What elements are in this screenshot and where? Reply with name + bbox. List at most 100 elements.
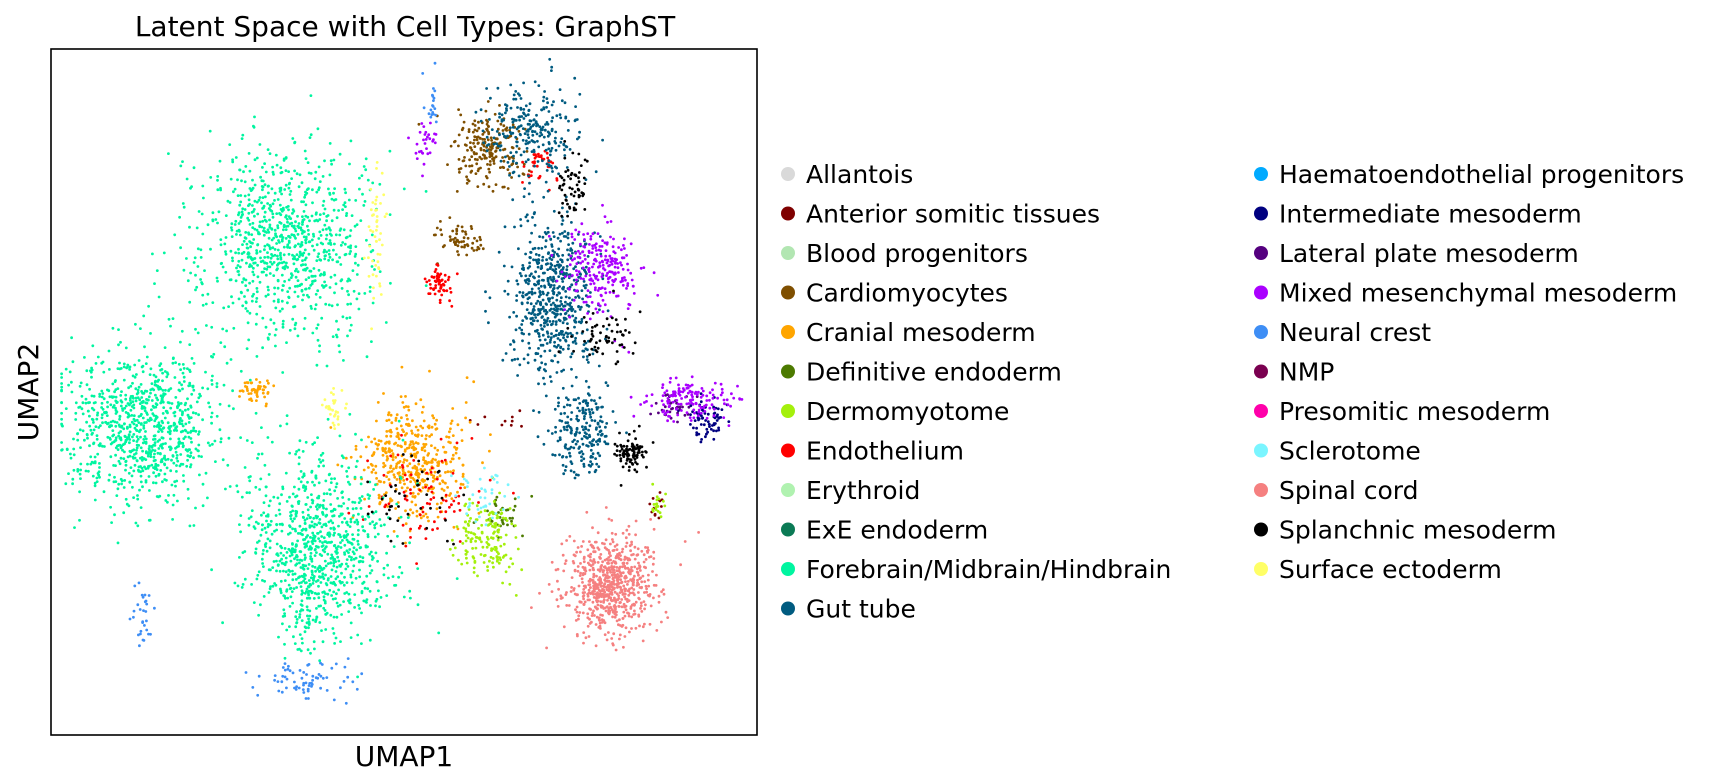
data-point xyxy=(333,187,336,191)
data-point xyxy=(464,164,468,168)
data-point xyxy=(273,199,276,202)
data-point xyxy=(421,405,425,409)
data-point xyxy=(189,186,192,190)
data-point xyxy=(173,233,177,237)
data-point xyxy=(114,395,118,399)
data-point xyxy=(280,273,284,277)
data-point xyxy=(64,407,68,410)
data-point xyxy=(143,409,147,413)
data-point xyxy=(357,560,361,563)
data-point xyxy=(554,165,557,169)
data-point xyxy=(311,582,315,585)
data-point xyxy=(398,481,402,484)
data-point xyxy=(279,251,282,255)
data-point xyxy=(368,638,372,642)
data-point xyxy=(284,183,288,187)
data-point xyxy=(359,499,363,502)
data-point xyxy=(219,243,223,247)
data-point xyxy=(198,473,201,477)
data-point xyxy=(341,315,345,319)
data-point xyxy=(491,524,494,528)
data-point xyxy=(154,393,157,397)
data-point xyxy=(523,279,527,282)
data-point xyxy=(91,431,94,435)
data-point xyxy=(315,326,319,330)
data-point xyxy=(398,565,402,569)
data-point xyxy=(318,553,322,556)
data-point xyxy=(308,136,312,140)
data-point xyxy=(133,375,137,379)
data-point xyxy=(162,406,166,409)
data-point xyxy=(543,231,547,234)
data-point xyxy=(308,240,312,244)
data-point xyxy=(224,270,228,274)
data-point xyxy=(495,130,499,133)
data-point xyxy=(543,90,546,93)
data-point xyxy=(307,513,310,517)
data-point xyxy=(465,175,468,179)
data-point xyxy=(398,466,402,469)
data-point xyxy=(541,235,545,239)
data-point xyxy=(279,424,282,428)
data-point xyxy=(285,422,289,426)
data-point xyxy=(455,577,459,580)
data-point xyxy=(268,332,271,336)
data-point xyxy=(526,219,530,223)
data-point xyxy=(352,289,356,293)
data-point xyxy=(542,376,545,380)
data-point xyxy=(247,198,251,202)
data-point xyxy=(402,490,406,494)
data-point xyxy=(520,115,524,118)
data-point xyxy=(547,147,551,151)
data-point xyxy=(440,233,444,237)
data-point xyxy=(448,505,451,509)
data-point xyxy=(128,438,132,441)
data-point xyxy=(460,225,464,229)
data-point xyxy=(265,262,269,265)
data-point xyxy=(596,422,600,426)
data-point xyxy=(261,346,264,350)
data-point xyxy=(512,157,515,160)
data-point xyxy=(300,532,303,536)
data-point xyxy=(145,355,149,359)
data-point xyxy=(162,251,166,255)
data-point xyxy=(345,581,349,584)
data-point xyxy=(225,361,229,365)
data-point xyxy=(455,229,459,233)
data-point xyxy=(330,594,333,597)
data-point xyxy=(236,490,240,494)
data-point xyxy=(269,256,273,260)
data-point xyxy=(288,286,292,290)
data-point xyxy=(439,501,443,505)
data-point xyxy=(594,402,598,406)
data-point xyxy=(291,569,294,573)
data-point xyxy=(337,524,340,528)
data-point xyxy=(597,364,601,368)
data-point xyxy=(157,295,161,299)
data-point xyxy=(475,239,479,243)
data-point xyxy=(275,542,279,546)
data-point xyxy=(85,420,88,424)
data-point xyxy=(230,226,233,230)
data-point xyxy=(160,419,164,423)
data-point xyxy=(96,452,100,456)
data-point xyxy=(136,497,140,501)
data-point xyxy=(660,505,663,508)
data-point xyxy=(331,555,334,559)
data-point xyxy=(274,344,277,348)
data-point xyxy=(400,416,403,420)
data-point xyxy=(603,440,607,444)
data-point xyxy=(64,482,68,486)
data-point xyxy=(93,461,97,465)
data-point xyxy=(259,175,262,179)
data-point xyxy=(284,169,288,173)
data-point xyxy=(259,256,262,260)
data-point xyxy=(492,159,496,163)
data-point xyxy=(420,434,424,437)
data-point xyxy=(240,258,244,262)
data-point xyxy=(449,460,453,464)
data-point xyxy=(569,431,573,435)
data-point xyxy=(486,542,490,546)
data-point xyxy=(361,556,365,560)
data-point xyxy=(353,606,356,609)
